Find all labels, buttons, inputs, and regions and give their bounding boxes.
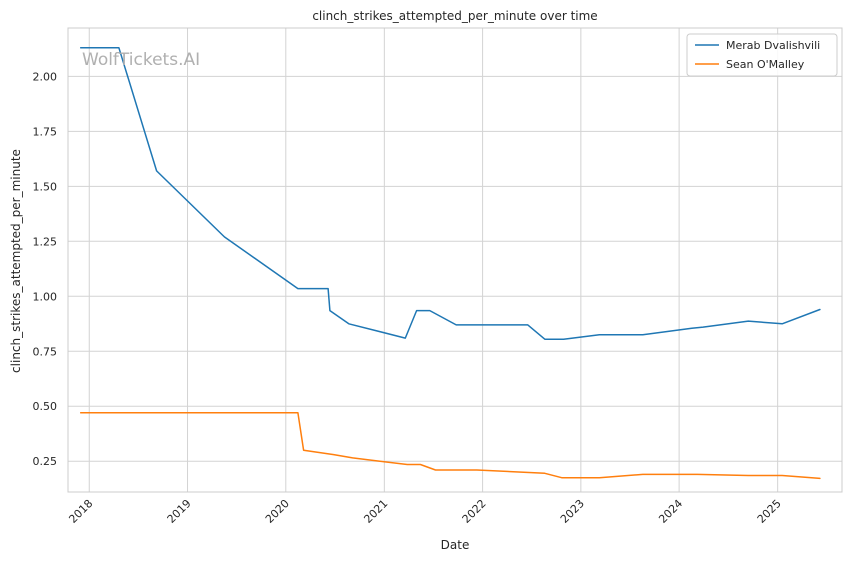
y-tick-label: 2.00 bbox=[33, 70, 58, 83]
x-axis-title: Date bbox=[441, 538, 470, 552]
y-axis-title: clinch_strikes_attempted_per_minute bbox=[9, 149, 23, 373]
series-layer bbox=[79, 47, 821, 480]
y-tick-label: 1.50 bbox=[33, 180, 58, 193]
chart-title: clinch_strikes_attempted_per_minute over… bbox=[312, 9, 597, 23]
y-tick-label: 1.25 bbox=[33, 235, 58, 248]
legend-box bbox=[686, 33, 838, 77]
y-tick-label: 0.50 bbox=[33, 400, 58, 413]
legend-label-sean-omalley: Sean O'Malley bbox=[726, 58, 805, 71]
watermark: WolfTickets.AI bbox=[82, 50, 200, 70]
y-tick-label: 1.00 bbox=[33, 290, 58, 303]
plot-area-frame bbox=[67, 27, 843, 493]
y-tick-label: 1.75 bbox=[33, 125, 58, 138]
series-line-sean-o-malley bbox=[79, 412, 821, 480]
grid bbox=[68, 28, 842, 492]
y-tick-label: 0.75 bbox=[33, 345, 58, 358]
series-line-merab-dvalishvili bbox=[79, 47, 821, 340]
y-tick-label: 0.25 bbox=[33, 455, 58, 468]
tick-labels: 2018 2019 2020 2021 2022 2023 2024 20250.250.50… bbox=[33, 70, 784, 526]
legend-label-merab-dvalishvili: Merab Dvalishvili bbox=[726, 39, 820, 52]
legend: Merab Dvalishvili Sean O'Malley bbox=[686, 33, 838, 77]
